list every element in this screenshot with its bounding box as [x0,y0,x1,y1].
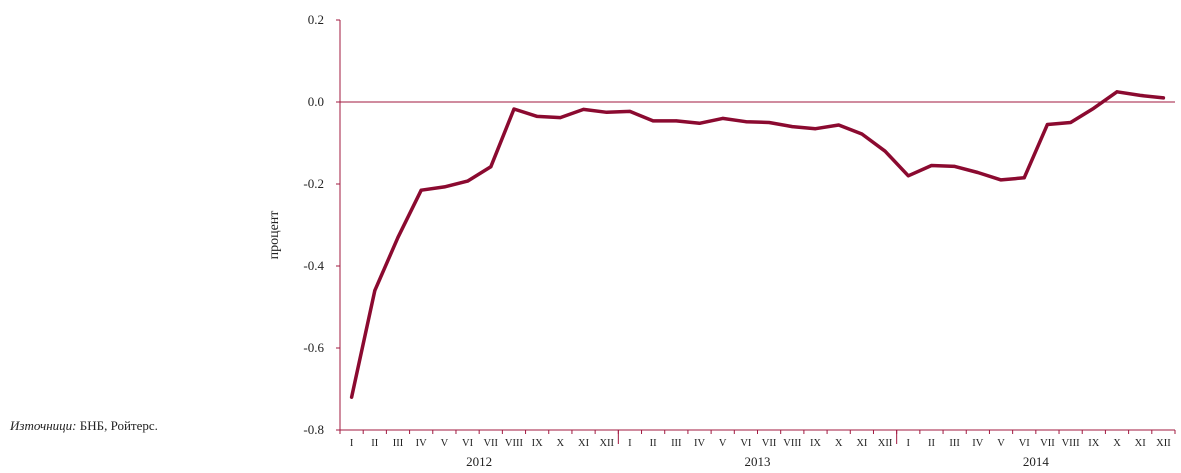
data-point [976,171,980,175]
x-tick-label: XII [1156,438,1171,449]
y-axis-label: процент [267,211,282,260]
x-tick-label: I [907,438,911,449]
data-point [1161,96,1165,100]
x-tick-label: X [835,438,843,449]
x-tick-label: IV [694,438,705,449]
data-point [674,119,678,123]
x-tick-label: IX [810,438,821,449]
x-tick-label: VII [762,438,777,449]
x-tick-label: IV [416,438,427,449]
x-tick-label: VI [1019,438,1031,449]
y-tick-label: -0.2 [303,176,324,191]
data-point [744,120,748,124]
data-point [651,119,655,123]
x-tick-label: VII [1040,438,1055,449]
x-tick-label: VIII [505,438,524,449]
y-tick-label: 0.2 [308,12,324,27]
y-axis: 0.2 0.0 -0.2 -0.4 -0.6 -0.8 [303,12,341,437]
data-point [1115,90,1119,94]
data-point [1138,93,1142,97]
data-point [906,174,910,178]
data-point [605,110,609,114]
x-tick-label: V [441,438,449,449]
data-point [350,395,354,399]
x-tick-label: VII [483,438,498,449]
data-point [767,121,771,124]
data-point [442,185,446,189]
data-point [582,107,586,111]
x-tick-label: VIII [783,438,802,449]
source-prefix: Източници: [10,418,77,433]
x-tick-label: XI [578,438,590,449]
data-point [628,109,632,113]
data-point [489,165,493,169]
x-tick-label: XII [599,438,614,449]
data-point [512,107,516,111]
x-tick-label: I [628,438,632,449]
x-tick-label: XII [878,438,893,449]
year-label: 2013 [745,454,771,469]
x-tick-label: VI [462,438,474,449]
data-point [466,179,470,183]
x-tick-label: X [557,438,565,449]
data-point [1045,123,1049,127]
y-tick-label: -0.8 [303,422,324,437]
data-point [790,125,794,129]
data-point [1069,121,1073,124]
year-label: 2014 [1023,454,1050,469]
x-tick-label: IX [532,438,543,449]
x-tick-label: XI [1135,438,1147,449]
data-point [419,188,423,192]
data-point [558,116,562,120]
y-tick-label: -0.4 [303,258,324,273]
x-tick-label: II [371,438,378,449]
y-tick-label: -0.6 [303,340,324,355]
data-point [698,121,702,125]
x-tick-label: VI [740,438,752,449]
x-tick-label: V [719,438,727,449]
x-tick-label: IX [1088,438,1099,449]
data-point [883,149,887,153]
source-note: Източници: БНБ, Ройтерс. [10,418,158,434]
x-axis: I II III IV V VI VII VIII IX X XI XII I II III IV V VI VII… [339,429,1176,469]
data-point [860,132,864,136]
x-tick-label: XI [856,438,868,449]
data-point [1092,106,1096,110]
data-point [721,116,725,120]
data-point [999,178,1003,182]
data-point [837,123,841,127]
y-tick-label: 0.0 [308,94,324,109]
x-tick-label: II [650,438,657,449]
data-point [953,164,957,168]
series-group [349,90,1166,399]
x-tick-label: III [393,438,404,449]
x-tick-label: V [997,438,1005,449]
year-label: 2012 [466,454,492,469]
x-tick-label: I [350,438,354,449]
data-point [813,127,817,131]
x-tick-label: III [671,438,682,449]
series-line [349,90,1166,399]
data-point [1022,176,1026,180]
x-tick-label: III [949,438,960,449]
x-tick-label: X [1113,438,1121,449]
data-point [535,114,539,118]
data-point [929,164,933,168]
source-text: БНБ, Ройтерс. [79,418,158,433]
x-tick-label: IV [972,438,983,449]
data-point [396,235,400,239]
x-tick-label: VIII [1062,438,1081,449]
data-point [373,289,377,293]
x-tick-label: II [928,438,935,449]
